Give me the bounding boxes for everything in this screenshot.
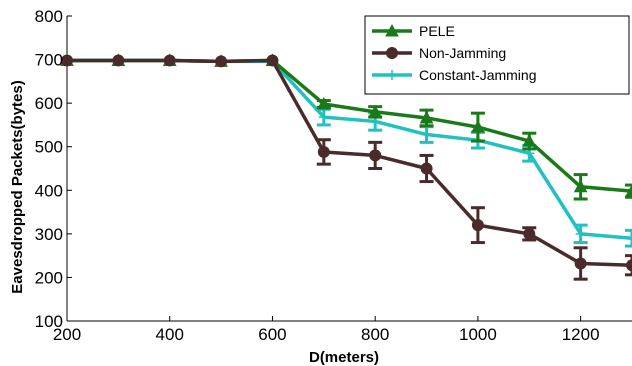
data-point [61, 54, 73, 67]
x-tick-label: 800 [361, 325, 389, 344]
data-point [625, 184, 632, 197]
y-tick-label: 400 [35, 181, 63, 200]
y-tick-label: 200 [35, 268, 63, 287]
data-point [574, 257, 587, 270]
x-tick-label: 1000 [459, 325, 497, 344]
y-tick-label: 700 [35, 51, 63, 70]
data-point [368, 104, 383, 118]
legend-label: PELE [419, 23, 455, 39]
data-point [112, 54, 125, 67]
y-tick-label: 100 [35, 312, 63, 331]
legend-swatch-marker [387, 70, 397, 80]
data-point [471, 219, 484, 232]
data-point [627, 233, 632, 244]
x-tick-label: 1200 [562, 325, 600, 344]
data-point [626, 259, 632, 272]
legend-label: Non-Jamming [419, 45, 506, 61]
data-point [471, 120, 485, 133]
data-point [215, 55, 228, 68]
data-point [266, 54, 279, 67]
legend-box [364, 15, 630, 95]
error-bar [625, 183, 632, 199]
y-tick-label: 600 [35, 94, 63, 113]
legend-item: Non-Jamming [372, 45, 506, 61]
data-point [163, 54, 176, 67]
data-point [419, 110, 434, 124]
legend-item: Constant-Jamming [372, 67, 537, 83]
data-point [522, 134, 537, 147]
x-tick-label: 200 [53, 325, 81, 344]
legend-swatch-marker [385, 23, 399, 37]
legend-label: Constant-Jamming [419, 67, 537, 83]
x-axis-label: D(meters) [309, 349, 379, 366]
y-tick-label: 500 [35, 138, 63, 157]
legend-swatch-marker [386, 47, 398, 59]
y-tick-label: 800 [35, 7, 63, 26]
series-line [67, 58, 632, 267]
data-point [575, 228, 586, 239]
data-point [318, 112, 329, 123]
tick-labels: 200 400 600 800 1000 120010020030040050060070… [35, 7, 600, 344]
error-bar [625, 228, 632, 248]
series-non-jamming [61, 54, 632, 281]
data-point [316, 96, 331, 110]
data-point [573, 179, 588, 193]
data-point [369, 149, 382, 162]
series-layer [60, 53, 632, 281]
axes [66, 15, 632, 322]
data-point [421, 129, 432, 140]
x-tick-label: 400 [156, 325, 184, 344]
legend: PELE Non-Jamming Constant-Jamming [364, 15, 630, 95]
data-point [523, 227, 536, 240]
y-tick-label: 300 [35, 225, 63, 244]
x-tick-label: 600 [258, 325, 286, 344]
data-point [317, 145, 330, 158]
legend-item: PELE [372, 23, 455, 39]
data-point [420, 162, 433, 175]
error-bar [625, 254, 632, 277]
y-axis-label: Eavesdropped Packets(bytes) [9, 80, 26, 293]
